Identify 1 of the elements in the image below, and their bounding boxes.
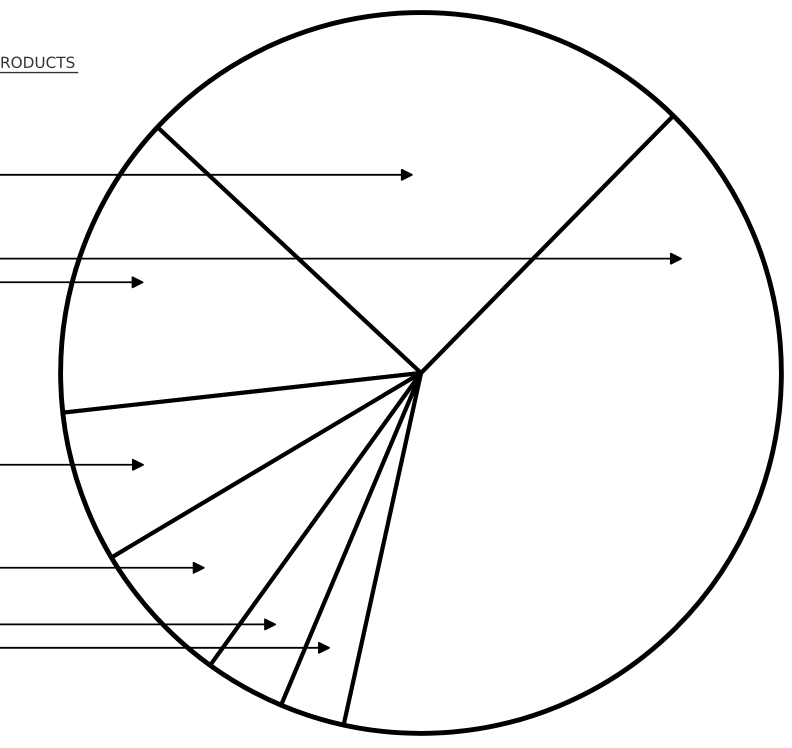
text: RODUCTS — [2, 56, 74, 68]
